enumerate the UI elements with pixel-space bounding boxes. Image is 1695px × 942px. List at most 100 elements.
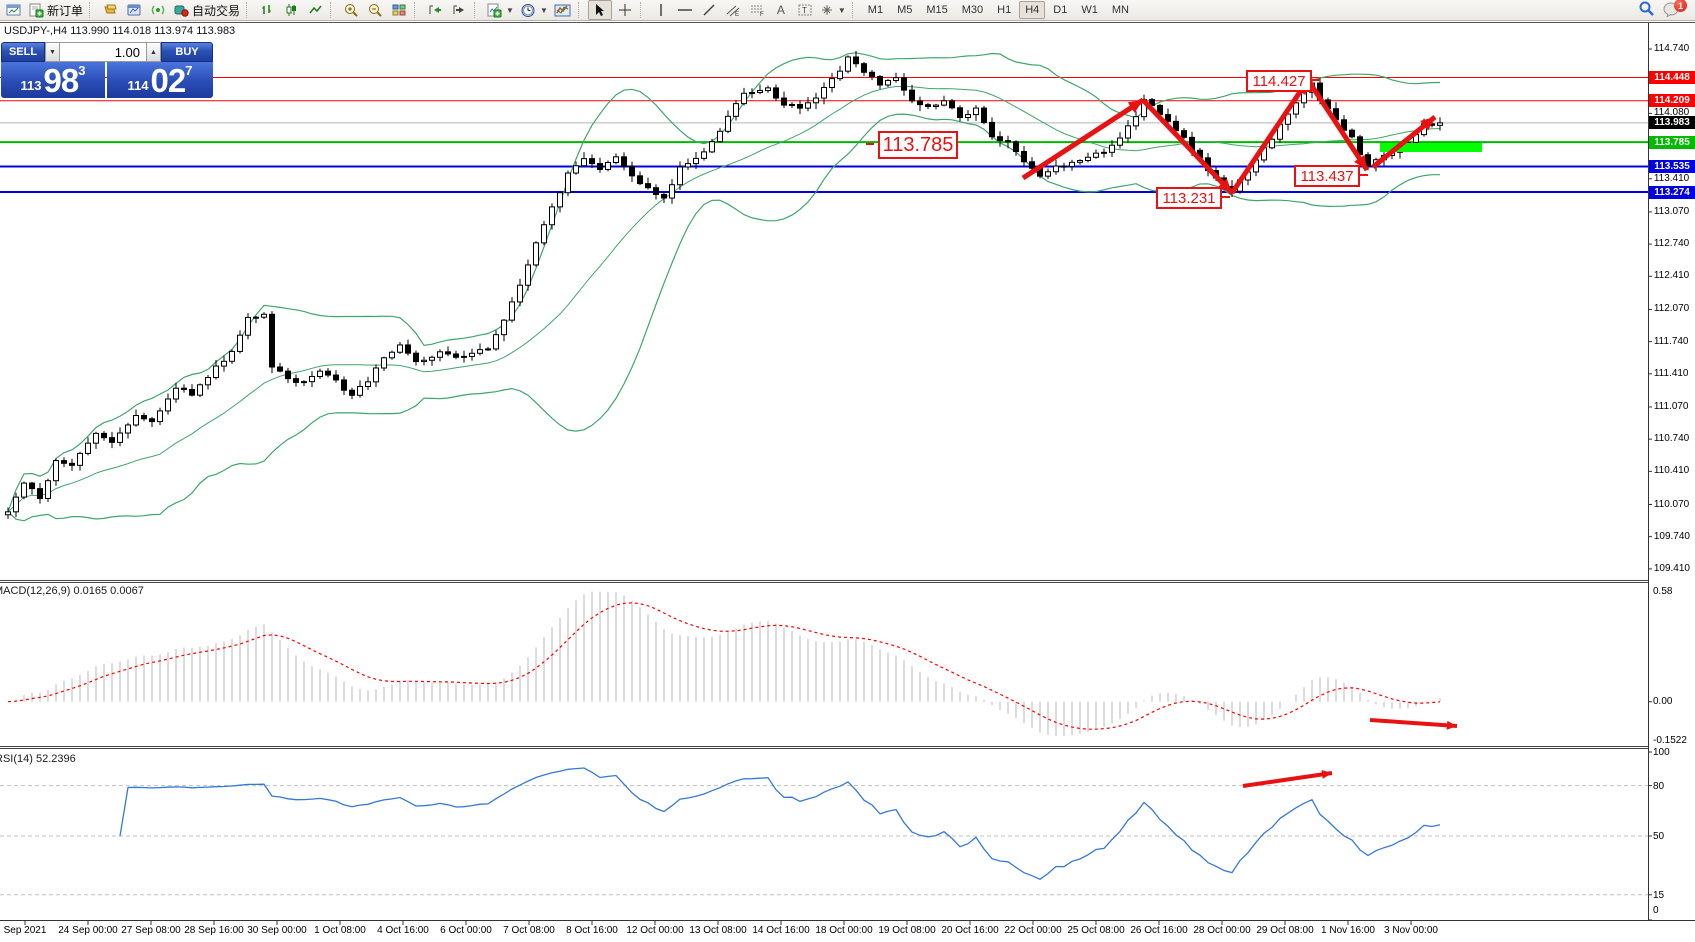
- line-chart-icon[interactable]: [304, 1, 326, 19]
- timeframe-d1[interactable]: D1: [1053, 4, 1068, 16]
- indicators-add-icon[interactable]: ▼: [484, 1, 516, 19]
- chevron-down-icon: ▼: [837, 5, 846, 15]
- chart-window-icon[interactable]: [2, 1, 24, 19]
- price-badge-113.983: 113.983: [1649, 116, 1695, 130]
- timeframe-mn[interactable]: MN: [1111, 4, 1129, 16]
- macd-axis-zero: 0.00: [1653, 695, 1673, 707]
- date-label-7: 6 Oct 00:00: [440, 925, 492, 936]
- toolbar-separator: [639, 2, 646, 18]
- text-tool[interactable]: A: [776, 3, 785, 17]
- volume-decrease-button[interactable]: ▼: [45, 42, 60, 62]
- date-label-22: 3 Nov 00:00: [1384, 925, 1438, 936]
- date-label-0: Sep 2021: [3, 925, 47, 936]
- macd-indicator-label: MACD(12,26,9) 0.0165 0.0067: [0, 585, 144, 597]
- date-label-10: 12 Oct 00:00: [626, 925, 684, 936]
- chart-ohlc-title: USDJPY-,H4 113.990 114.018 113.974 113.9…: [4, 25, 236, 37]
- buy-price-pips: 7: [185, 63, 193, 78]
- sell-price-pips: 3: [78, 63, 86, 78]
- timeframe-m5[interactable]: M5: [897, 4, 913, 16]
- buy-price-main: 02: [150, 62, 187, 99]
- date-label-3: 28 Sep 16:00: [184, 925, 244, 936]
- vertical-line-tool[interactable]: [650, 1, 672, 19]
- signal-icon[interactable]: [147, 1, 169, 19]
- templates-icon[interactable]: [552, 1, 574, 19]
- price-badge-114.448: 114.448: [1649, 70, 1695, 84]
- market-watch-icon[interactable]: [99, 1, 121, 19]
- annotation-113.785: 113.785: [878, 131, 958, 159]
- toolbar-separator: [851, 2, 858, 18]
- toolbar-separator: [330, 2, 336, 18]
- date-label-8: 7 Oct 08:00: [503, 925, 555, 936]
- toolbar-separator: [577, 2, 584, 18]
- tile-windows-icon[interactable]: [388, 1, 410, 19]
- fibonacci-tool[interactable]: F: [746, 1, 768, 19]
- cursor-tool[interactable]: [587, 0, 612, 20]
- toolbar: 新订单 自动交易: [0, 0, 1695, 21]
- date-label-11: 13 Oct 08:00: [689, 925, 747, 936]
- sell-price-main: 98: [43, 62, 80, 99]
- date-label-21: 1 Nov 16:00: [1321, 925, 1375, 936]
- crosshair-tool[interactable]: [614, 1, 636, 19]
- date-label-14: 19 Oct 08:00: [878, 925, 936, 936]
- autotrade-button[interactable]: 自动交易: [171, 1, 242, 19]
- date-label-2: 27 Sep 08:00: [121, 925, 181, 936]
- timeframe-h1[interactable]: H1: [997, 4, 1012, 16]
- periods-clock-icon[interactable]: ▼: [518, 1, 550, 19]
- auto-scroll-icon[interactable]: [424, 1, 446, 19]
- price-tick-113.070: 113.070: [1653, 205, 1690, 217]
- date-label-19: 28 Oct 00:00: [1193, 925, 1251, 936]
- price-tick-109.410: 109.410: [1653, 562, 1690, 574]
- equidistant-channel-tool[interactable]: E: [722, 1, 744, 19]
- rsi-axis-80: 80: [1653, 780, 1665, 792]
- buy-price-display[interactable]: 114 02 7: [107, 62, 213, 98]
- date-label-17: 25 Oct 08:00: [1067, 925, 1125, 936]
- date-label-9: 8 Oct 16:00: [566, 925, 618, 936]
- sell-button[interactable]: SELL: [1, 42, 45, 62]
- chevron-down-icon: ▼: [506, 5, 514, 15]
- date-label-6: 4 Oct 16:00: [377, 925, 429, 936]
- timeframe-w1[interactable]: W1: [1081, 4, 1098, 16]
- date-label-18: 26 Oct 16:00: [1130, 925, 1188, 936]
- price-tick-111.410: 111.410: [1653, 367, 1689, 379]
- price-tick-113.410: 113.410: [1653, 172, 1690, 184]
- zoom-in-icon[interactable]: [340, 1, 362, 19]
- text-label-tool[interactable]: T: [794, 1, 816, 19]
- volume-input[interactable]: 1.00: [60, 42, 146, 62]
- bar-chart-icon[interactable]: [256, 1, 278, 19]
- toolbar-separator: [89, 2, 95, 18]
- timeframe-m15[interactable]: M15: [926, 4, 948, 16]
- candle-chart-icon[interactable]: [280, 1, 302, 19]
- new-order-button[interactable]: 新订单: [26, 1, 85, 19]
- date-label-12: 14 Oct 16:00: [752, 925, 810, 936]
- annotation-113.231: 113.231: [1156, 187, 1222, 209]
- horizontal-line-tool[interactable]: [674, 1, 696, 19]
- autotrade-label: 自动交易: [192, 3, 241, 18]
- date-label-5: 1 Oct 08:00: [314, 925, 366, 936]
- rsi-axis-0: 0: [1653, 905, 1659, 916]
- chart-shift-icon[interactable]: [448, 1, 470, 19]
- toolbar-separator: [474, 2, 480, 18]
- date-label-1: 24 Sep 00:00: [58, 925, 118, 936]
- date-label-20: 29 Oct 08:00: [1256, 925, 1314, 936]
- sell-price-prefix: 113: [20, 78, 42, 93]
- notifications-icon[interactable]: 1: [1663, 0, 1687, 19]
- sell-price-display[interactable]: 113 98 3: [1, 62, 105, 98]
- one-click-trading-panel: SELL ▼ 1.00 ▲ BUY 113 98 3 114 02 7: [1, 42, 213, 98]
- zoom-out-icon[interactable]: [364, 1, 386, 19]
- price-badge-114.209: 114.209: [1649, 94, 1695, 108]
- toolbar-right: 1: [1638, 0, 1695, 21]
- volume-increase-button[interactable]: ▲: [146, 42, 161, 62]
- price-tick-110.070: 110.070: [1653, 498, 1690, 510]
- navigator-icon[interactable]: [123, 1, 145, 19]
- annotation-114.427: 114.427: [1246, 70, 1312, 92]
- toolbar-separator: [414, 2, 420, 18]
- buy-button[interactable]: BUY: [161, 42, 213, 62]
- arrows-tool[interactable]: ▼: [818, 1, 848, 19]
- trendline-tool[interactable]: [698, 1, 720, 19]
- search-icon[interactable]: [1638, 0, 1655, 21]
- timeframe-m1[interactable]: M1: [867, 4, 884, 16]
- rsi-axis-100: 100: [1653, 747, 1670, 758]
- timeframe-h4[interactable]: H4: [1019, 1, 1046, 19]
- timeframe-m30[interactable]: M30: [961, 4, 984, 16]
